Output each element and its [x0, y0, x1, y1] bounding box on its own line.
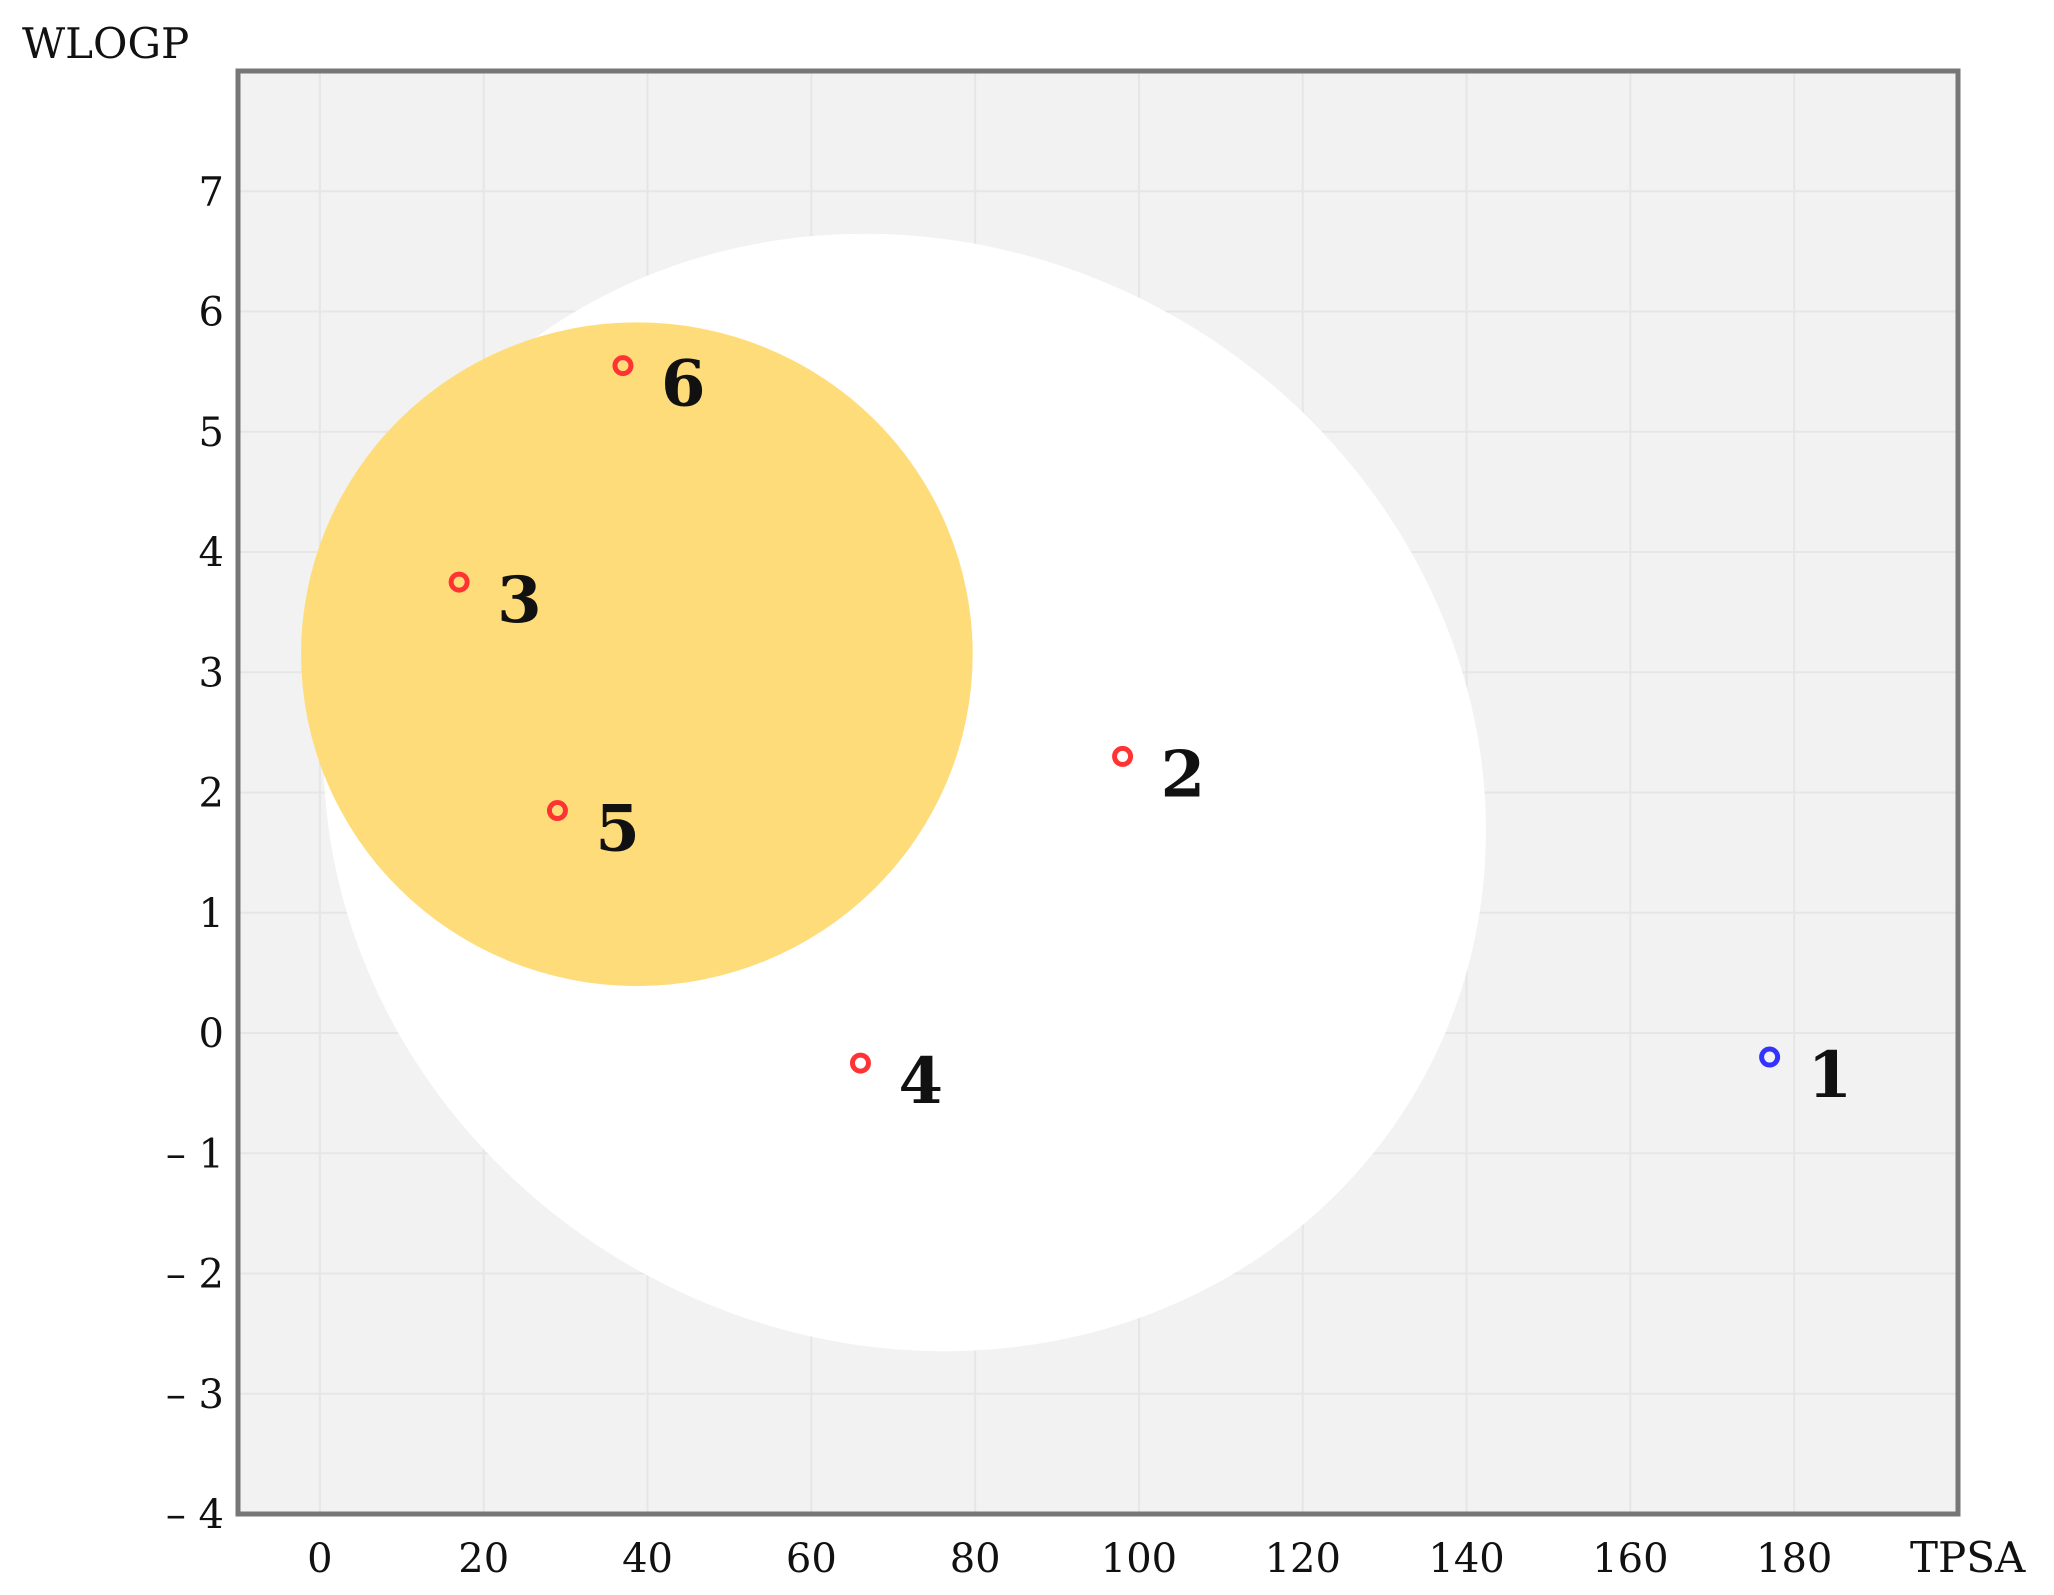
x-tick-label: 60	[786, 1536, 837, 1582]
y-tick-label: 6	[199, 290, 224, 336]
y-tick-label: 4	[199, 530, 224, 576]
plot-frame	[235, 68, 1961, 1517]
point-label-2: 2	[1161, 737, 1206, 812]
y-tick-label: 7	[199, 169, 224, 215]
y-axis-title: WLOGP	[22, 19, 189, 68]
y-tick-label: 0	[199, 1011, 224, 1057]
x-tick-label: 100	[1101, 1536, 1177, 1582]
y-tick-label: – 4	[166, 1492, 224, 1538]
y-tick-label: – 1	[166, 1131, 224, 1177]
point-1	[1759, 1046, 1781, 1068]
x-axis-title: TPSA	[1910, 1533, 2026, 1582]
point-label-1: 1	[1808, 1038, 1853, 1113]
x-tick-label: 160	[1592, 1536, 1668, 1582]
point-3	[448, 571, 470, 593]
ticks: 0 20 40 60 80 100 120 140 160 180 – 4 – 3 – 2 – 1 0 1 2 3…	[166, 169, 1833, 1582]
x-tick-label: 40	[622, 1536, 673, 1582]
y-tick-label: – 3	[166, 1372, 224, 1418]
x-tick-label: 0	[307, 1536, 332, 1582]
x-tick-label: 80	[950, 1536, 1001, 1582]
points: 1 2 3 4 5 6	[448, 347, 1853, 1119]
point-label-6: 6	[661, 347, 706, 422]
point-label-3: 3	[497, 563, 542, 638]
point-label-4: 4	[898, 1044, 943, 1119]
point-5	[546, 800, 568, 822]
x-tick-label: 120	[1265, 1536, 1341, 1582]
y-tick-label: 5	[199, 410, 224, 456]
y-tick-label: 2	[199, 771, 224, 817]
y-tick-label: – 2	[166, 1252, 224, 1298]
x-tick-label: 20	[458, 1536, 509, 1582]
y-tick-label: 1	[199, 891, 224, 937]
region-yolk	[301, 322, 973, 987]
x-tick-label: 180	[1756, 1536, 1832, 1582]
point-label-5: 5	[595, 792, 640, 867]
x-tick-label: 140	[1428, 1536, 1504, 1582]
point-2	[1112, 745, 1134, 767]
point-4	[849, 1052, 871, 1074]
regions	[301, 233, 1486, 1352]
point-6	[612, 355, 634, 377]
y-tick-label: 3	[199, 650, 224, 696]
